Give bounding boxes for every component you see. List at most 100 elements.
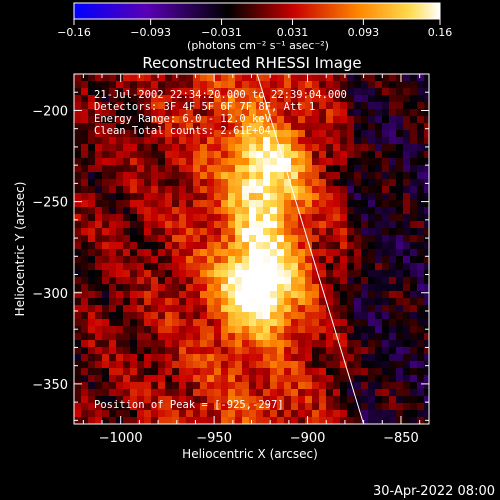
heatmap-cell xyxy=(242,277,249,284)
heatmap-cell xyxy=(193,207,200,214)
heatmap-cell xyxy=(88,172,95,179)
heatmap-cell xyxy=(151,417,158,424)
heatmap-cell xyxy=(396,109,403,116)
heatmap-cell xyxy=(109,403,116,410)
heatmap-cell xyxy=(277,228,284,235)
heatmap-cell xyxy=(249,109,256,116)
heatmap-cell xyxy=(102,186,109,193)
heatmap-cell xyxy=(144,326,151,333)
heatmap-cell xyxy=(249,403,256,410)
heatmap-cell xyxy=(123,291,130,298)
heatmap-cell xyxy=(214,109,221,116)
heatmap-cell xyxy=(74,81,81,88)
heatmap-cell xyxy=(137,123,144,130)
heatmap-cell xyxy=(200,158,207,165)
heatmap-cell xyxy=(179,354,186,361)
heatmap-cell xyxy=(305,319,312,326)
heatmap-cell xyxy=(95,186,102,193)
heatmap-cell xyxy=(172,305,179,312)
heatmap-cell xyxy=(74,172,81,179)
heatmap-cell xyxy=(305,242,312,249)
heatmap-cell xyxy=(249,347,256,354)
heatmap-cell xyxy=(151,354,158,361)
heatmap-cell xyxy=(256,312,263,319)
heatmap-cell xyxy=(333,235,340,242)
heatmap-cell xyxy=(88,116,95,123)
heatmap-cell xyxy=(249,144,256,151)
heatmap-cell xyxy=(270,200,277,207)
heatmap-cell xyxy=(361,137,368,144)
heatmap-cell xyxy=(130,95,137,102)
heatmap-cell xyxy=(95,284,102,291)
heatmap-cell xyxy=(228,193,235,200)
heatmap-cell xyxy=(144,340,151,347)
heatmap-cell xyxy=(417,130,424,137)
heatmap-cell xyxy=(81,312,88,319)
heatmap-cell xyxy=(403,179,410,186)
heatmap-cell xyxy=(249,235,256,242)
heatmap-cell xyxy=(417,333,424,340)
heatmap-cell xyxy=(361,410,368,417)
heatmap-cell xyxy=(81,298,88,305)
heatmap-cell xyxy=(417,228,424,235)
heatmap-cell xyxy=(137,81,144,88)
heatmap-cell xyxy=(158,277,165,284)
heatmap-cell xyxy=(319,417,326,424)
heatmap-cell xyxy=(186,242,193,249)
heatmap-cell xyxy=(424,312,429,319)
heatmap-cell xyxy=(291,249,298,256)
heatmap-cell xyxy=(396,228,403,235)
heatmap-cell xyxy=(368,249,375,256)
heatmap-cell xyxy=(333,354,340,361)
heatmap-cell xyxy=(221,340,228,347)
heatmap-cell xyxy=(340,333,347,340)
heatmap-cell xyxy=(298,123,305,130)
heatmap-cell xyxy=(326,144,333,151)
heatmap-cell xyxy=(424,130,429,137)
heatmap-cell xyxy=(165,235,172,242)
heatmap-cell xyxy=(284,333,291,340)
heatmap-cell xyxy=(116,396,123,403)
heatmap-cell xyxy=(193,130,200,137)
heatmap-cell xyxy=(249,298,256,305)
heatmap-cell xyxy=(319,333,326,340)
chart-title: Reconstructed RHESSI Image xyxy=(142,54,361,72)
heatmap-cell xyxy=(319,249,326,256)
heatmap-cell xyxy=(102,284,109,291)
heatmap-cell xyxy=(319,214,326,221)
y-tick-label: −350 xyxy=(32,378,68,393)
heatmap-cell xyxy=(368,410,375,417)
heatmap-cell xyxy=(403,235,410,242)
heatmap-cell xyxy=(249,249,256,256)
heatmap-cell xyxy=(144,347,151,354)
heatmap-cell xyxy=(270,256,277,263)
heatmap-cell xyxy=(403,186,410,193)
heatmap-cell xyxy=(270,242,277,249)
heatmap-cell xyxy=(340,179,347,186)
heatmap-cell xyxy=(368,109,375,116)
heatmap-cell xyxy=(165,396,172,403)
heatmap-cell xyxy=(410,347,417,354)
heatmap-cell xyxy=(165,417,172,424)
heatmap-cell xyxy=(200,340,207,347)
heatmap-cell xyxy=(200,242,207,249)
heatmap-cell xyxy=(193,249,200,256)
heatmap-cell xyxy=(221,172,228,179)
heatmap-cell xyxy=(81,375,88,382)
heatmap-cell xyxy=(158,123,165,130)
heatmap-cell xyxy=(403,354,410,361)
heatmap-cell xyxy=(228,200,235,207)
heatmap-cell xyxy=(277,270,284,277)
heatmap-cell xyxy=(179,396,186,403)
heatmap-cell xyxy=(228,354,235,361)
heatmap-cell xyxy=(256,123,263,130)
heatmap-cell xyxy=(284,123,291,130)
heatmap-cell xyxy=(242,165,249,172)
heatmap-cell xyxy=(326,228,333,235)
heatmap-cell xyxy=(228,144,235,151)
heatmap-cell xyxy=(410,123,417,130)
heatmap-cell xyxy=(389,214,396,221)
heatmap-cell xyxy=(354,319,361,326)
heatmap-cell xyxy=(263,74,270,81)
heatmap-cell xyxy=(424,74,429,81)
